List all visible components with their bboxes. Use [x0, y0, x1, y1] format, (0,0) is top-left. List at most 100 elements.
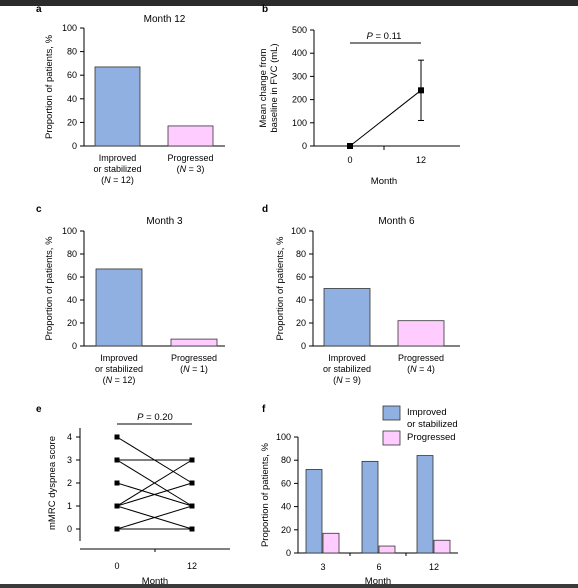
bar [305, 469, 323, 554]
panel-f-y-tick-label: 100 [276, 432, 291, 442]
category-n-label: (N = 1) [180, 364, 208, 374]
category-label: or stabilized [93, 164, 141, 174]
panel-a-y-tick-label: 60 [67, 70, 77, 80]
category-label: Progressed [171, 353, 217, 363]
bar [167, 125, 214, 147]
data-point [114, 526, 120, 532]
panel-a-y-tick-label: 0 [72, 141, 77, 151]
panel-a: a Month 12 Proportion of patients, % 0 20 40 6… [36, 4, 225, 185]
panel-d-y-tick-label: 40 [296, 295, 306, 305]
legend-swatch [382, 405, 401, 421]
category-label: or stabilized [95, 364, 143, 374]
category-n-label: (N = 4) [407, 364, 435, 374]
x-axis-label: Month [365, 576, 391, 587]
data-point [189, 457, 195, 463]
category-label: Improved [100, 353, 138, 363]
panel-a-y-tick-label: 80 [67, 47, 77, 57]
patient-line [116, 505, 193, 530]
data-point [189, 526, 195, 532]
x-tick-label: 3 [320, 562, 325, 572]
category-label: Progressed [167, 153, 213, 163]
bar [322, 532, 340, 554]
p-value-annotation: P = 0.11 [367, 31, 402, 42]
panel-a-y-tick-label: 100 [62, 23, 77, 33]
category-n-label: (N = 12) [103, 375, 136, 385]
panel-d: d Month 6 Proportion of patients, % 0 20 40 60… [262, 204, 460, 385]
x-tick-label: 12 [429, 562, 439, 572]
category-label: or stabilized [323, 364, 371, 374]
y-axis-label: Proportion of patients, % [275, 236, 286, 341]
panel-letter: f [262, 404, 266, 415]
bar [94, 66, 141, 147]
panel-f-y-tick-label: 80 [281, 455, 291, 465]
legend-label: or stabilized [407, 419, 458, 430]
panel-letter: d [262, 204, 268, 215]
panel-f: f Proportion of patients, % 0 20 40 60 80 100 3 6… [260, 404, 458, 587]
x-tick-label: 12 [416, 155, 426, 165]
y-axis-label: Proportion of patients, % [260, 442, 271, 547]
bar [416, 455, 434, 554]
panel-f-y-tick-label: 40 [281, 502, 291, 512]
panel-c-y-tick-label: 80 [67, 249, 77, 259]
legend-label: Progressed [407, 432, 456, 443]
x-tick-label: 12 [187, 561, 197, 571]
bar [433, 539, 451, 554]
data-point [114, 457, 120, 463]
p-value-annotation: P = 0.20 [137, 412, 173, 423]
panel-letter: b [262, 4, 268, 15]
panel-d-y-tick-label: 80 [296, 249, 306, 259]
panel-b-y-tick-label: 100 [292, 118, 307, 128]
patient-line [116, 459, 193, 507]
panel-d-y-tick-label: 20 [296, 318, 306, 328]
category-label: Progressed [398, 353, 444, 363]
panel-b-y-tick-label: 500 [292, 25, 307, 35]
x-axis-label: Month [371, 176, 397, 187]
panel-letter: e [36, 404, 42, 415]
y-tick-label: 2 [67, 478, 72, 488]
bar [323, 288, 371, 347]
bar [95, 268, 143, 347]
panel-a-y-tick-label: 20 [67, 117, 77, 127]
panel-c-y-tick-label: 40 [67, 295, 77, 305]
bar [170, 338, 218, 347]
patient-line [116, 482, 193, 507]
category-label: Improved [328, 353, 366, 363]
y-axis-label: mMRC dyspnea score [47, 436, 58, 530]
x-axis-label: Month [142, 576, 168, 587]
panel-f-y-tick-label: 60 [281, 478, 291, 488]
panel-c: c Month 3 Proportion of patients, % 0 20 40 60… [36, 204, 225, 385]
panel-b: b Mean change from baseline in FVC (mL) 0 10… [258, 4, 460, 187]
legend-swatch [382, 430, 401, 446]
panel-b-y-tick-label: 0 [302, 141, 307, 151]
panel-letter: c [36, 204, 42, 215]
panel-title: Month 3 [146, 216, 183, 227]
category-n-label: (N = 12) [101, 175, 134, 185]
panel-b-y-tick-label: 400 [292, 48, 307, 58]
panel-title: Month 6 [378, 216, 415, 227]
y-tick-label: 4 [67, 432, 72, 442]
panel-title: Month 12 [144, 14, 186, 25]
panel-f-y-tick-label: 20 [281, 525, 291, 535]
panel-letter: a [36, 4, 42, 15]
panel-f-y-tick-label: 0 [286, 548, 291, 558]
data-point [347, 143, 353, 149]
series-line [349, 89, 422, 147]
panel-d-y-tick-label: 100 [291, 226, 306, 236]
y-tick-label: 1 [67, 501, 72, 511]
y-tick-label: 3 [67, 455, 72, 465]
data-point [418, 87, 424, 94]
data-point [189, 503, 195, 509]
panel-c-y-tick-label: 100 [62, 226, 77, 236]
category-n-label: (N = 9) [333, 375, 361, 385]
legend-label: Improved [407, 407, 447, 418]
y-axis-label: baseline in FVC (mL) [269, 43, 280, 132]
data-point [114, 434, 120, 440]
y-axis-label: Proportion of patients, % [44, 236, 55, 341]
bar [378, 545, 396, 554]
data-point [114, 480, 120, 486]
data-point [114, 503, 120, 509]
panel-c-y-tick-label: 0 [72, 341, 77, 351]
category-label: Improved [99, 153, 137, 163]
